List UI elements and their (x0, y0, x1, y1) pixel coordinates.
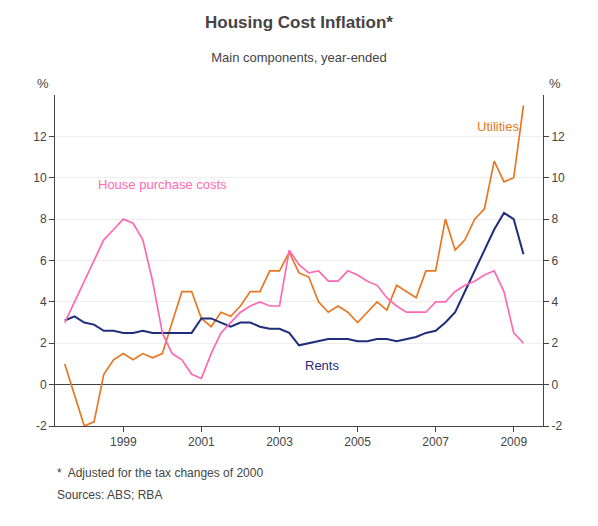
svg-text:0: 0 (551, 378, 558, 392)
svg-text:6: 6 (551, 254, 558, 268)
svg-text:2007: 2007 (422, 435, 449, 449)
svg-text:4: 4 (40, 295, 47, 309)
svg-text:4: 4 (551, 295, 558, 309)
svg-text:10: 10 (33, 171, 47, 185)
svg-text:Main components, year-ended: Main components, year-ended (211, 50, 387, 65)
svg-text:Utilities: Utilities (477, 119, 519, 134)
svg-text:2: 2 (40, 336, 47, 350)
svg-text:8: 8 (551, 212, 558, 226)
svg-text:Sources: ABS; RBA: Sources: ABS; RBA (57, 488, 162, 502)
svg-text:%: % (549, 76, 561, 91)
svg-text:0: 0 (40, 378, 47, 392)
svg-text:2009: 2009 (500, 435, 527, 449)
svg-text:Rents: Rents (305, 358, 339, 373)
svg-text:-2: -2 (36, 419, 47, 433)
svg-text:-2: -2 (551, 419, 562, 433)
svg-text:10: 10 (551, 171, 565, 185)
svg-text:Housing Cost Inflation*: Housing Cost Inflation* (205, 13, 393, 32)
svg-text:8: 8 (40, 212, 47, 226)
svg-text:12: 12 (551, 130, 565, 144)
svg-text:2003: 2003 (266, 435, 293, 449)
svg-text:House purchase costs: House purchase costs (98, 177, 227, 192)
svg-text:2005: 2005 (344, 435, 371, 449)
svg-text:2: 2 (551, 336, 558, 350)
svg-text:6: 6 (40, 254, 47, 268)
svg-text:12: 12 (33, 130, 47, 144)
svg-text:1999: 1999 (110, 435, 137, 449)
svg-text:* Adjusted for the tax change: * Adjusted for the tax changes of 2000 (57, 466, 263, 480)
svg-text:2001: 2001 (188, 435, 215, 449)
svg-text:%: % (37, 76, 49, 91)
